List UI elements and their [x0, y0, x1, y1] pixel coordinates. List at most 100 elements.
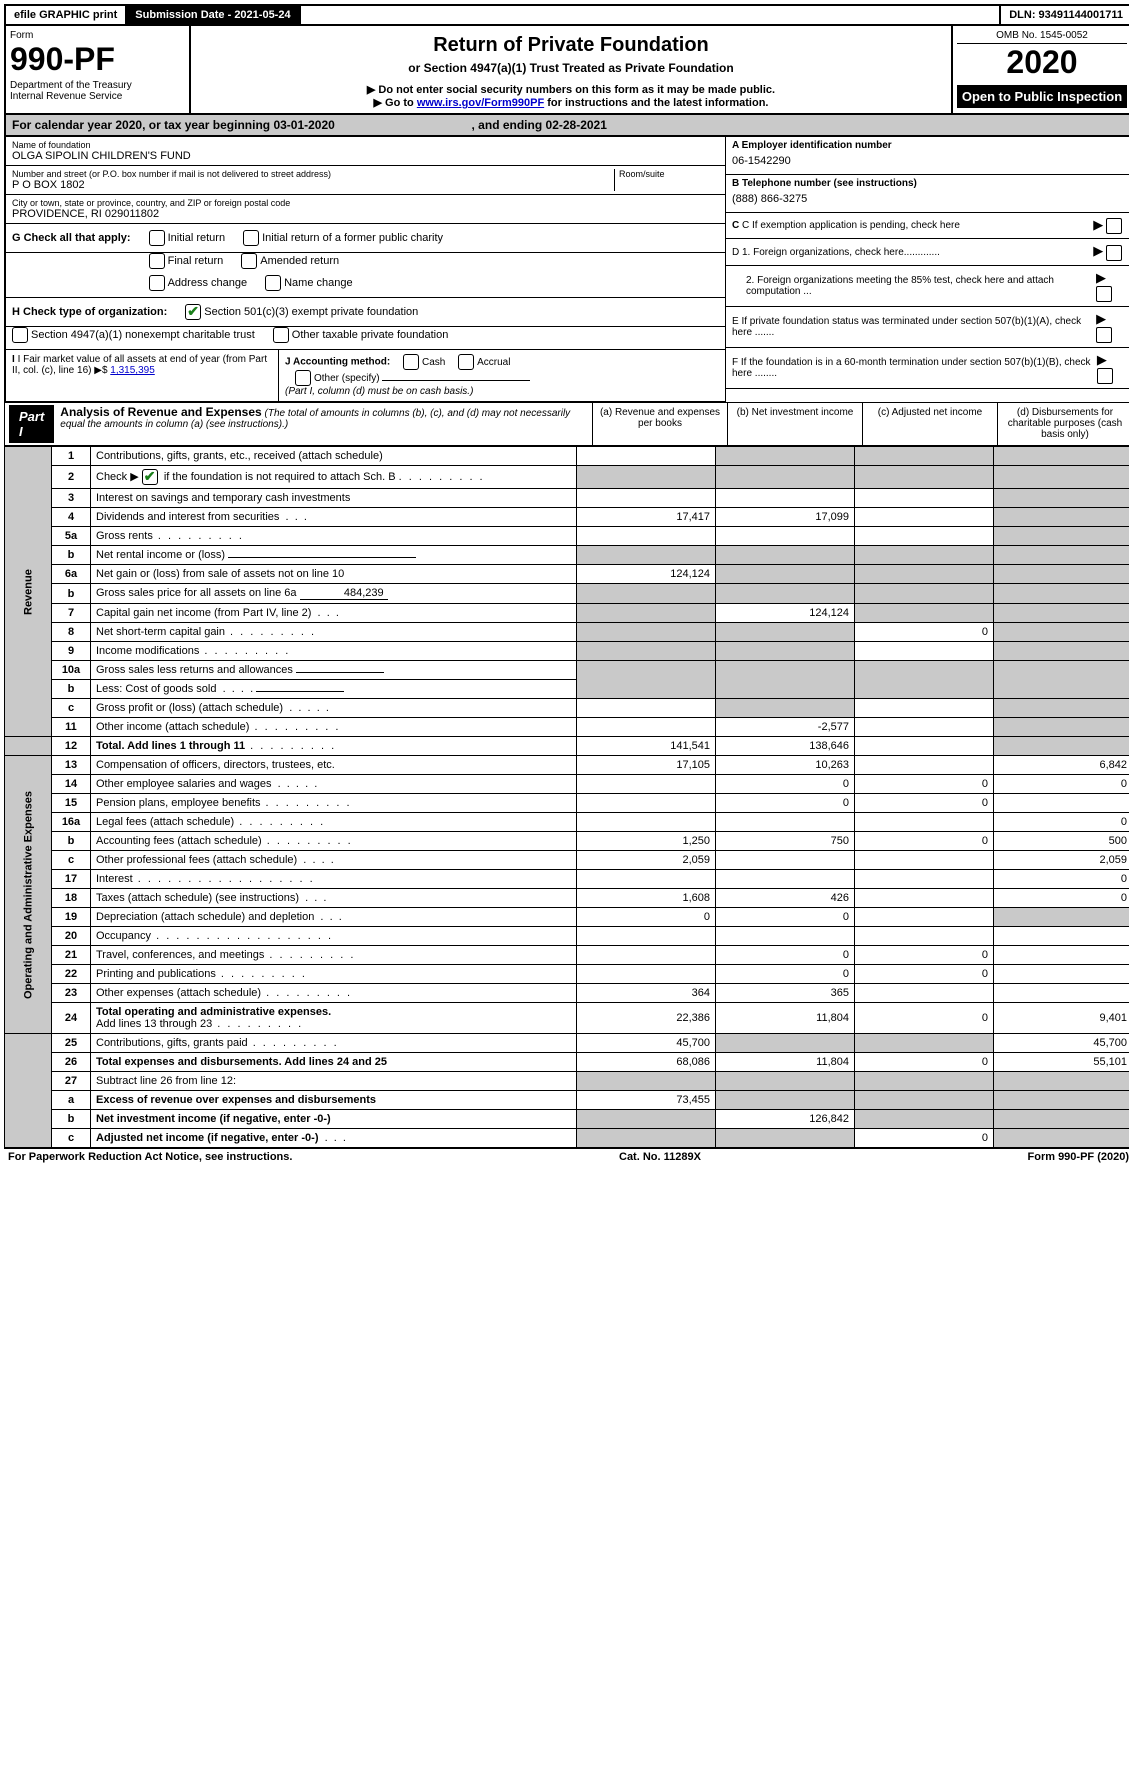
ln-16b: b — [52, 832, 91, 851]
cash-checkbox[interactable] — [403, 354, 419, 370]
desc-10a: Gross sales less returns and allowances — [91, 661, 577, 680]
ln-6b: b — [52, 584, 91, 604]
501c3-checkbox[interactable] — [185, 304, 201, 320]
other-taxable-checkbox[interactable] — [273, 327, 289, 343]
instr-2: ▶ Go to www.irs.gov/Form990PF for instru… — [201, 96, 941, 109]
ln-18: 18 — [52, 889, 91, 908]
c-label: C If exemption application is pending, c… — [742, 220, 960, 231]
fmv-link[interactable]: 1,315,395 — [110, 365, 155, 376]
section-g: G Check all that apply: Initial return I… — [6, 224, 725, 253]
val-15c: 0 — [855, 794, 994, 813]
10a-input[interactable] — [296, 672, 384, 673]
section-c: C C If exemption application is pending,… — [726, 213, 1129, 239]
val-12b: 138,646 — [716, 737, 855, 756]
foundation-name: OLGA SIPOLIN CHILDREN'S FUND — [12, 150, 719, 162]
section-h-2: Section 4947(a)(1) nonexempt charitable … — [6, 327, 725, 350]
val-27a: 73,455 — [577, 1091, 716, 1110]
ln-13: 13 — [52, 756, 91, 775]
val-6b-inline: 484,239 — [300, 587, 388, 600]
ln-1: 1 — [52, 447, 91, 466]
ln-27: 27 — [52, 1072, 91, 1091]
ln-2: 2 — [52, 466, 91, 489]
ln-5a: 5a — [52, 527, 91, 546]
ein-label: A Employer identification number — [732, 140, 892, 151]
address-change-checkbox[interactable] — [149, 275, 165, 291]
ln-19: 19 — [52, 908, 91, 927]
desc-27a: Excess of revenue over expenses and disb… — [91, 1091, 577, 1110]
val-16ca: 2,059 — [577, 851, 716, 870]
section-g-3: G Check all that apply: Address change N… — [6, 275, 725, 298]
desc-3: Interest on savings and temporary cash i… — [91, 489, 577, 508]
desc-17: Interest — [91, 870, 577, 889]
desc-22: Printing and publications — [91, 965, 577, 984]
section-e: E If private foundation status was termi… — [726, 307, 1129, 348]
part1-header: Part I Analysis of Revenue and Expenses … — [4, 402, 1129, 446]
final-return-checkbox[interactable] — [149, 253, 165, 269]
ln-27b: b — [52, 1110, 91, 1129]
desc-8: Net short-term capital gain — [91, 623, 577, 642]
desc-27: Subtract line 26 from line 12: — [91, 1072, 577, 1091]
10b-input[interactable] — [256, 691, 344, 692]
ln-3: 3 — [52, 489, 91, 508]
val-12a: 141,541 — [577, 737, 716, 756]
initial-former-checkbox[interactable] — [243, 230, 259, 246]
val-18d: 0 — [994, 889, 1129, 908]
val-23b: 365 — [716, 984, 855, 1003]
header-right: OMB No. 1545-0052 2020 Open to Public In… — [951, 26, 1129, 113]
ln-23: 23 — [52, 984, 91, 1003]
col-b-head: (b) Net investment income — [727, 403, 862, 445]
val-27b: 126,842 — [716, 1110, 855, 1129]
addr-label: Number and street (or P.O. box number if… — [12, 169, 614, 179]
4947-checkbox[interactable] — [12, 327, 28, 343]
val-6a: 124,124 — [577, 565, 716, 584]
val-8c: 0 — [855, 623, 994, 642]
ln-21: 21 — [52, 946, 91, 965]
address-cell: Number and street (or P.O. box number if… — [6, 166, 725, 195]
name-change-checkbox[interactable] — [265, 275, 281, 291]
ln-15: 15 — [52, 794, 91, 813]
e-checkbox[interactable] — [1096, 327, 1112, 343]
desc-12: Total. Add lines 1 through 11 — [91, 737, 577, 756]
d2-checkbox[interactable] — [1096, 286, 1112, 302]
val-22c: 0 — [855, 965, 994, 984]
d1-checkbox[interactable] — [1106, 245, 1122, 261]
amended-return-checkbox[interactable] — [241, 253, 257, 269]
sch-b-checkbox[interactable] — [142, 469, 158, 485]
form-number: 990-PF — [10, 41, 185, 78]
phone-value: (888) 866-3275 — [732, 189, 1125, 209]
val-26c: 0 — [855, 1053, 994, 1072]
foundation-city: PROVIDENCE, RI 029011802 — [12, 208, 719, 220]
rental-input[interactable] — [228, 557, 416, 558]
opt-initial-former: Initial return of a former public charit… — [262, 232, 443, 244]
other-method-checkbox[interactable] — [295, 370, 311, 386]
section-i: I I Fair market value of all assets at e… — [6, 350, 279, 401]
f-checkbox[interactable] — [1097, 368, 1113, 384]
val-25d: 45,700 — [994, 1034, 1129, 1053]
other-method-input[interactable] — [382, 380, 530, 381]
val-17d: 0 — [994, 870, 1129, 889]
submission-date: Submission Date - 2021-05-24 — [127, 6, 300, 24]
val-14b: 0 — [716, 775, 855, 794]
expense-vert-label: Operating and Administrative Expenses — [5, 756, 52, 1034]
initial-return-checkbox[interactable] — [149, 230, 165, 246]
ln-8: 8 — [52, 623, 91, 642]
val-26a: 68,086 — [577, 1053, 716, 1072]
c-checkbox[interactable] — [1106, 218, 1122, 234]
ln-5b: b — [52, 546, 91, 565]
desc-21: Travel, conferences, and meetings — [91, 946, 577, 965]
opt-final: Final return — [168, 255, 224, 267]
footer-right: Form 990-PF (2020) — [1028, 1151, 1129, 1163]
opt-initial: Initial return — [168, 232, 225, 244]
header-center: Return of Private Foundation or Section … — [191, 26, 951, 113]
phone-cell: B Telephone number (see instructions) (8… — [726, 175, 1129, 213]
accrual-checkbox[interactable] — [458, 354, 474, 370]
ln-26: 26 — [52, 1053, 91, 1072]
irs-link[interactable]: www.irs.gov/Form990PF — [417, 97, 544, 109]
val-25a: 45,700 — [577, 1034, 716, 1053]
e-label: E If private foundation status was termi… — [732, 316, 1090, 338]
foundation-name-cell: Name of foundation OLGA SIPOLIN CHILDREN… — [6, 137, 725, 166]
ln-22: 22 — [52, 965, 91, 984]
form-title: Return of Private Foundation — [201, 34, 941, 57]
instr2-pre: ▶ Go to — [374, 97, 417, 109]
desc-24: Total operating and administrative expen… — [91, 1003, 577, 1034]
